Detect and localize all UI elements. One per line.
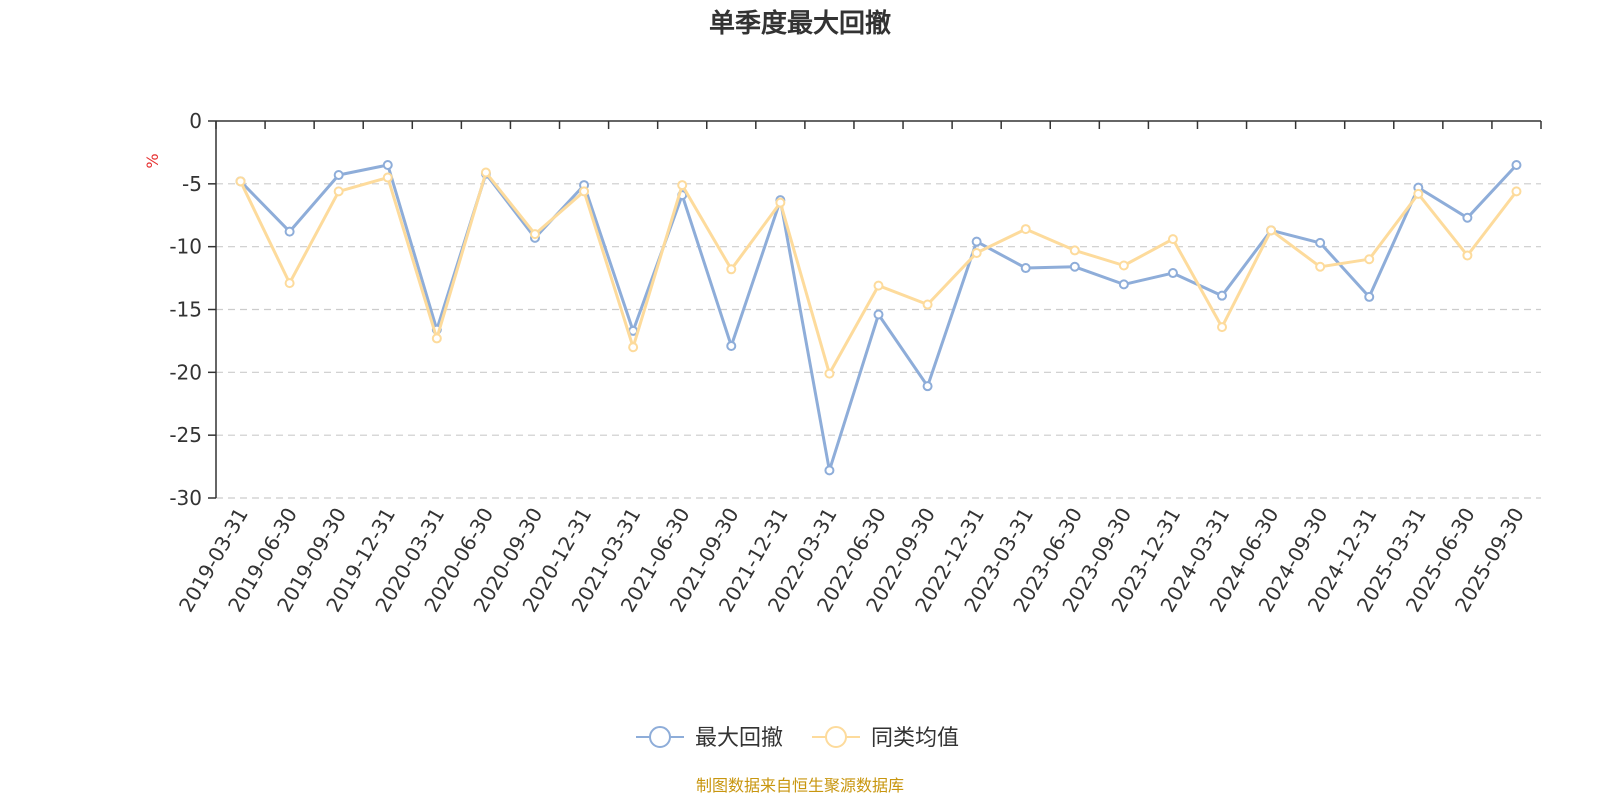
data-point xyxy=(922,381,933,392)
data-point xyxy=(382,172,393,183)
data-point xyxy=(333,170,344,181)
data-point xyxy=(529,229,540,240)
data-point xyxy=(382,159,393,170)
axes: 0-5-10-15-20-25-302019-03-312019-06-3020… xyxy=(169,109,1542,616)
data-point xyxy=(1118,260,1129,271)
data-point xyxy=(922,299,933,310)
data-point xyxy=(1315,261,1326,272)
y-tick-label: -20 xyxy=(169,360,202,384)
data-point xyxy=(333,186,344,197)
legend-item-peer-average[interactable]: 同类均值 xyxy=(812,726,959,751)
data-source-note: 制图数据来自恒生聚源数据库 xyxy=(696,776,904,795)
data-point xyxy=(235,176,246,187)
data-point xyxy=(824,465,835,476)
legend-marker-icon xyxy=(825,726,847,748)
legend-item-max-drawdown[interactable]: 最大回撤 xyxy=(636,726,783,751)
legend: 最大回撤 同类均值 xyxy=(636,726,959,751)
grid-lines xyxy=(216,183,1541,499)
data-point xyxy=(1217,322,1228,333)
series-line xyxy=(239,171,1518,376)
data-point xyxy=(1020,224,1031,235)
data-point xyxy=(873,309,884,320)
y-tick-label: -10 xyxy=(169,235,202,259)
data-point xyxy=(971,247,982,258)
data-point xyxy=(1069,245,1080,256)
data-point xyxy=(284,278,295,289)
data-point xyxy=(1167,234,1178,245)
data-point xyxy=(677,180,688,191)
data-point xyxy=(971,236,982,247)
data-point xyxy=(1266,225,1277,236)
data-point xyxy=(1217,290,1228,301)
data-point xyxy=(284,226,295,237)
data-point xyxy=(431,333,442,344)
data-point xyxy=(1315,237,1326,248)
series-lines xyxy=(235,159,1522,476)
data-point xyxy=(1511,186,1522,197)
data-point xyxy=(873,280,884,291)
y-tick-label: -5 xyxy=(182,172,202,196)
data-point xyxy=(1364,254,1375,265)
legend-label: 最大回撤 xyxy=(695,726,783,751)
y-tick-label: -25 xyxy=(169,423,202,447)
data-point xyxy=(1462,250,1473,261)
data-point xyxy=(579,186,590,197)
data-point xyxy=(1167,268,1178,279)
series-1 xyxy=(235,167,1522,379)
y-tick-label: 0 xyxy=(189,109,202,133)
data-point xyxy=(628,342,639,353)
data-point xyxy=(1462,212,1473,223)
data-point xyxy=(775,197,786,208)
data-point xyxy=(480,167,491,178)
data-point xyxy=(824,368,835,379)
data-point xyxy=(1364,291,1375,302)
data-point xyxy=(1511,159,1522,170)
chart-title: 单季度最大回撤 xyxy=(709,8,891,39)
y-tick-label: -30 xyxy=(169,486,202,510)
data-point xyxy=(1413,188,1424,199)
legend-label: 同类均值 xyxy=(871,726,959,751)
data-point xyxy=(726,264,737,275)
legend-marker-icon xyxy=(649,726,671,748)
y-axis-unit-label: % xyxy=(143,153,162,168)
y-tick-label: -15 xyxy=(169,298,202,322)
data-point xyxy=(1069,261,1080,272)
data-point xyxy=(1020,263,1031,274)
data-point xyxy=(1118,279,1129,290)
data-point xyxy=(726,340,737,351)
